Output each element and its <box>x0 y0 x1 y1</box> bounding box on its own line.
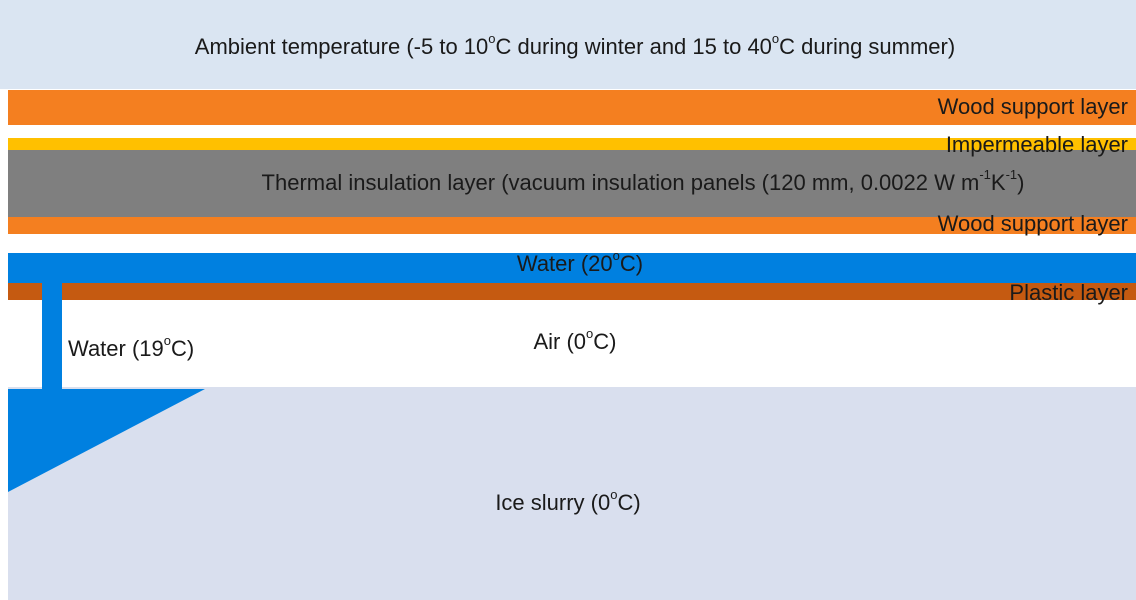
text-part: Wood support layer <box>938 94 1128 119</box>
superscript: o <box>488 31 495 46</box>
label: Impermeable layer <box>946 132 1128 157</box>
text-part: C during summer) <box>779 34 955 59</box>
text-part: Air (0 <box>533 329 586 354</box>
text-part: Ice slurry (0 <box>495 490 610 515</box>
text-part: C) <box>171 336 194 361</box>
superscript: o <box>164 333 171 348</box>
text-part: C) <box>593 329 616 354</box>
text-part: Plastic layer <box>1009 280 1128 305</box>
label: Plastic layer <box>1009 280 1128 305</box>
superscript: o <box>772 31 779 46</box>
text-part: Impermeable layer <box>946 132 1128 157</box>
text-part: ) <box>1017 170 1024 195</box>
impermeable-layer <box>8 138 1136 150</box>
water-layer <box>8 253 1136 283</box>
plastic-layer <box>8 283 1136 300</box>
label: Thermal insulation layer (vacuum insulat… <box>262 167 1025 194</box>
superscript: -1 <box>979 167 991 182</box>
label: Water (19oC) <box>68 333 194 360</box>
superscript: o <box>610 487 617 502</box>
text-part: Ambient temperature (-5 to 10 <box>195 34 488 59</box>
wood-layer <box>8 90 1136 125</box>
label: Wood support layer <box>938 94 1128 119</box>
water-outflow <box>8 389 205 492</box>
label: Air (0oC) <box>533 326 616 353</box>
ice-slurry <box>8 387 1136 600</box>
text-part: Wood support layer <box>938 211 1128 236</box>
text-part: Thermal insulation layer (vacuum insulat… <box>262 170 980 195</box>
text-part: Water (20 <box>517 251 613 276</box>
text-part: K <box>991 170 1006 195</box>
insulation-layer <box>8 150 1136 217</box>
superscript: o <box>613 248 620 263</box>
wood-layer <box>8 217 1136 234</box>
label: Wood support layer <box>938 211 1128 236</box>
label: Ambient temperature (-5 to 10oC during w… <box>195 31 955 58</box>
text-part: Water (19 <box>68 336 164 361</box>
water-pipe <box>42 283 62 390</box>
text-part: C) <box>617 490 640 515</box>
text-part: C) <box>620 251 643 276</box>
label: Ice slurry (0oC) <box>495 487 640 514</box>
label: Water (20oC) <box>517 248 643 275</box>
text-part: C during winter and 15 to 40 <box>496 34 772 59</box>
ambient-band <box>0 0 1136 89</box>
superscript: -1 <box>1006 167 1018 182</box>
superscript: o <box>586 326 593 341</box>
